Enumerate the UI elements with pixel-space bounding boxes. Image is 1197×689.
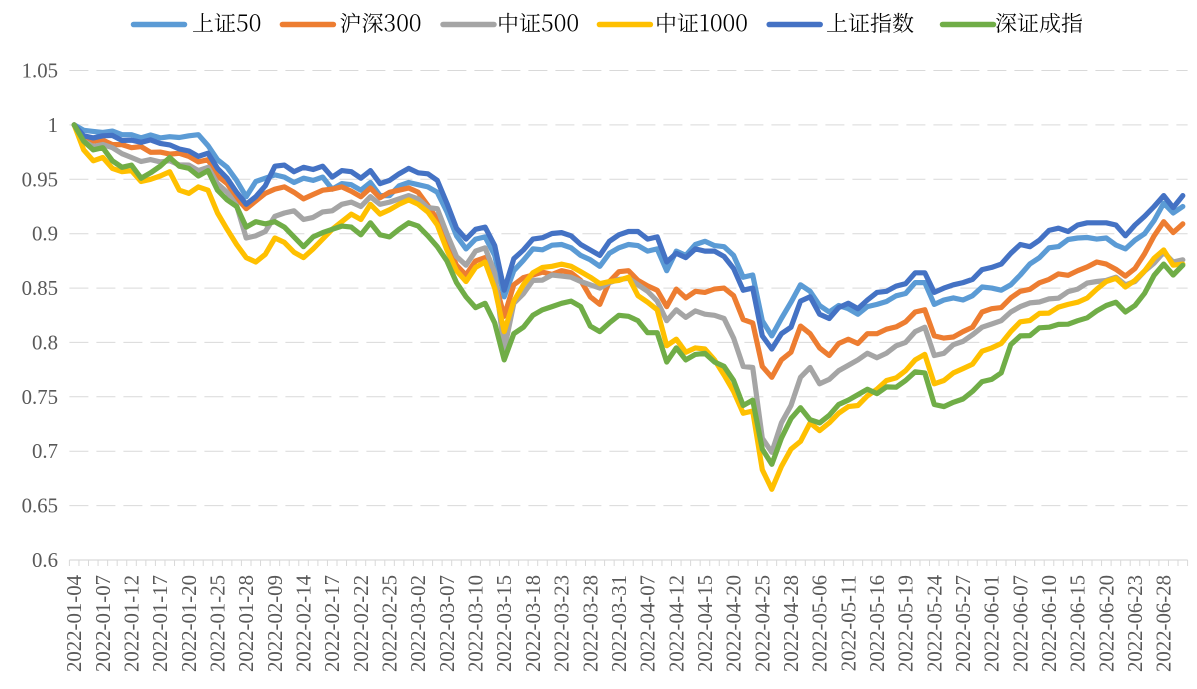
svg-text:2022-05-16: 2022-05-16 [866,575,889,672]
svg-text:2022-03-23: 2022-03-23 [551,575,574,672]
svg-text:2022-06-15: 2022-06-15 [1067,575,1090,672]
svg-text:2022-03-28: 2022-03-28 [579,575,602,672]
svg-text:2022-01-07: 2022-01-07 [92,575,115,672]
svg-text:2022-05-19: 2022-05-19 [895,575,918,672]
svg-text:0.8: 0.8 [32,331,58,354]
svg-text:2022-05-24: 2022-05-24 [923,574,946,672]
svg-text:2022-05-27: 2022-05-27 [952,575,975,672]
svg-text:2022-04-15: 2022-04-15 [694,575,717,672]
svg-text:2022-06-20: 2022-06-20 [1095,575,1118,672]
svg-text:2022-04-20: 2022-04-20 [723,575,746,672]
svg-text:2022-02-14: 2022-02-14 [293,574,316,672]
svg-text:2022-02-09: 2022-02-09 [264,575,287,672]
svg-text:0.65: 0.65 [22,495,58,518]
svg-text:0.85: 0.85 [22,277,58,300]
svg-text:2022-03-18: 2022-03-18 [522,575,545,672]
svg-text:0.7: 0.7 [32,440,58,463]
svg-text:2022-03-10: 2022-03-10 [465,575,488,672]
svg-text:2022-06-01: 2022-06-01 [981,575,1004,672]
svg-text:0.9: 0.9 [32,223,58,246]
svg-text:2022-01-12: 2022-01-12 [121,575,144,672]
svg-text:2022-05-06: 2022-05-06 [809,575,832,672]
svg-text:2022-01-04: 2022-01-04 [63,574,86,672]
svg-text:0.6: 0.6 [32,549,58,572]
svg-text:2022-02-17: 2022-02-17 [321,575,344,672]
svg-text:2022-01-17: 2022-01-17 [149,575,172,672]
svg-text:2022-02-25: 2022-02-25 [379,575,402,672]
svg-text:2022-03-02: 2022-03-02 [407,575,430,672]
svg-text:2022-04-25: 2022-04-25 [751,575,774,672]
svg-text:2022-06-07: 2022-06-07 [1009,575,1032,672]
svg-text:2022-04-07: 2022-04-07 [637,575,660,672]
svg-text:0.75: 0.75 [22,386,58,409]
svg-text:2022-01-25: 2022-01-25 [207,575,230,672]
svg-text:2022-04-28: 2022-04-28 [780,575,803,672]
svg-text:2022-06-23: 2022-06-23 [1124,575,1147,672]
svg-text:2022-03-15: 2022-03-15 [493,575,516,672]
svg-text:2022-06-28: 2022-06-28 [1153,575,1176,672]
svg-text:1.05: 1.05 [22,60,58,83]
svg-text:2022-01-28: 2022-01-28 [235,575,258,672]
svg-text:2022-03-31: 2022-03-31 [608,575,631,672]
svg-text:2022-05-11: 2022-05-11 [837,575,860,671]
svg-text:1: 1 [48,114,58,137]
svg-text:2022-06-10: 2022-06-10 [1038,575,1061,672]
svg-text:2022-01-20: 2022-01-20 [178,575,201,672]
svg-text:2022-04-12: 2022-04-12 [665,575,688,672]
svg-text:2022-02-22: 2022-02-22 [350,575,373,672]
svg-text:0.95: 0.95 [22,168,58,191]
svg-text:2022-03-07: 2022-03-07 [436,575,459,672]
